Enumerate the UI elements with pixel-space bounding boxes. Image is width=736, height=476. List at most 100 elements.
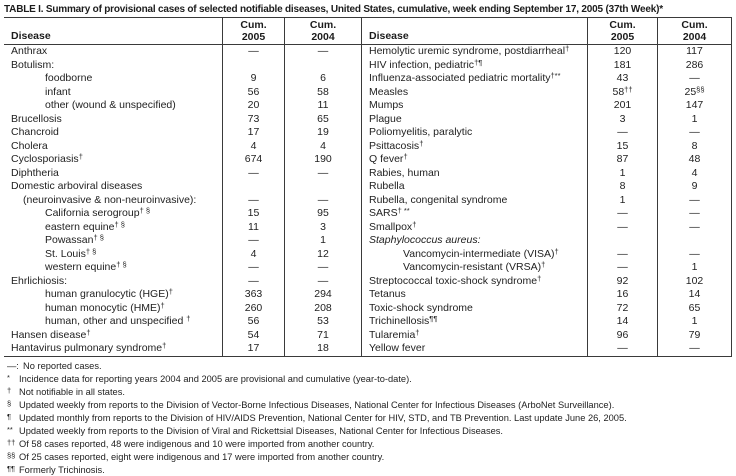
disease-name: Trichinellosis [369, 315, 430, 327]
cum-2005-value: 363 [222, 288, 284, 302]
cum-2005-value: 1 [587, 193, 657, 207]
disease-name: Rubella [369, 180, 405, 192]
cum-2005-value: 17 [222, 342, 284, 356]
cum-2004-value: 4 [284, 139, 361, 153]
disease-name-cell: Plague [361, 112, 587, 126]
cum-2004-value: — [657, 193, 732, 207]
table-row: eastern equine† § 11 3 [4, 220, 361, 234]
cum-2005-value: 58†† [587, 85, 657, 99]
footnote-text: No reported cases. [23, 360, 102, 371]
disease-name: Streptococcal toxic-shock syndrome [369, 274, 538, 287]
disease-name-cell: Chancroid [4, 126, 222, 140]
table-row: human monocytic (HME)† 260 208 [4, 301, 361, 315]
disease-name: Yellow fever [369, 342, 426, 354]
cum-2004-value: 117 [657, 45, 732, 59]
footnote-marker: ** [7, 424, 13, 434]
cum-2004-value: — [284, 193, 361, 207]
cum-2004-value: 4 [657, 166, 732, 180]
table-row: western equine† § — — [4, 261, 361, 275]
cum-2005-value: 3 [587, 112, 657, 126]
disease-name-cell: Tularemia† [361, 328, 587, 342]
disease-name-cell: California serogroup† § [4, 207, 222, 221]
cum-2005-value: 96 [587, 328, 657, 342]
cum-2004-value: 9 [657, 180, 732, 194]
header-cum-2004-left: Cum. 2004 [284, 18, 361, 45]
disease-name: western equine [45, 261, 117, 273]
disease-footnote-marker: † [541, 261, 546, 269]
disease-name: Ehrlichiosis: [11, 274, 68, 287]
disease-name: Rubella, congenital syndrome [369, 193, 508, 206]
disease-footnote-marker: † [403, 153, 408, 161]
disease-name-cell: Powassan† § [4, 234, 222, 248]
disease-name-cell: Cholera [4, 140, 222, 154]
cum-2004-value: 58 [284, 85, 361, 99]
table-row: Domestic arboviral diseases [4, 180, 361, 194]
header-year-2004: 2004 [682, 30, 707, 43]
cum-2005-value: 9 [222, 72, 284, 86]
disease-name: Staphylococcus aureus: [369, 234, 481, 246]
disease-footnote-marker: ¶¶ [429, 315, 438, 323]
cum-2005-value: 674 [222, 153, 284, 167]
footnote-text: Incidence data for reporting years 2004 … [19, 373, 412, 384]
disease-name-cell: Hantavirus pulmonary syndrome† [4, 342, 222, 356]
table-row: Diphtheria — — [4, 166, 361, 180]
cum-2005-value: — [587, 220, 657, 234]
disease-footnote-marker: † § [116, 261, 127, 269]
table-row: Rubella, congenital syndrome 1 — [361, 193, 732, 207]
disease-name: human, other and unspecified [45, 315, 187, 327]
disease-name-cell: other (wound & unspecified) [4, 99, 222, 113]
cum-2005-value: — [587, 342, 657, 356]
disease-name: Powassan [45, 234, 94, 246]
disease-name: Q fever [369, 153, 404, 165]
cum-2004-value: 18 [284, 342, 361, 356]
cum-2005-value: 87 [587, 153, 657, 167]
disease-footnote-marker: † § [85, 247, 97, 256]
header-disease-left: Disease [4, 18, 222, 45]
disease-name-cell: Mumps [361, 99, 587, 113]
disease-footnote-marker: † [554, 247, 559, 256]
cum-2004-value: 1 [284, 234, 361, 248]
footnote-text: Updated weekly from reports to the Divis… [19, 425, 504, 436]
cum-2004-value: 1 [657, 261, 732, 275]
table-row: St. Louis† § 4 12 [4, 247, 361, 261]
disease-name-cell: Rabies, human [361, 166, 587, 180]
disease-name: Botulism: [11, 58, 55, 71]
footnote: * Incidence data for reporting years 2004… [7, 372, 733, 385]
disease-name: Hemolytic uremic syndrome, postdiarrheal [369, 45, 566, 57]
cum-2005-value: 181 [587, 58, 657, 72]
cum-2004-value: — [284, 166, 361, 180]
cum-2004-value: 12 [284, 247, 361, 261]
disease-footnote-marker: † [160, 301, 165, 310]
cum-2005-value [222, 58, 284, 72]
table-row: other (wound & unspecified) 20 11 [4, 99, 361, 113]
footnote-marker: * [7, 372, 10, 382]
header-cum-label: Cum. [309, 19, 337, 31]
footnote-marker: †† [7, 437, 16, 447]
table-body-right: Hemolytic uremic syndrome, postdiarrheal… [361, 45, 732, 356]
table-row: Brucellosis 73 65 [4, 112, 361, 127]
cum-2004-value: — [657, 342, 732, 356]
footnote-marker: ¶¶ [7, 463, 16, 473]
table-row: (neuroinvasive & non-neuroinvasive): — — [4, 193, 361, 207]
disease-name-cell: Vancomycin-resistant (VRSA)† [361, 261, 587, 275]
cum-2004-value: 1 [657, 315, 732, 329]
table-row: Tetanus 16 14 [361, 288, 732, 302]
cum-2004-value: — [284, 274, 361, 288]
header-cum-label: Cum. [240, 19, 267, 31]
table-row: infant 56 58 [4, 85, 361, 99]
cum-2005-value: 56 [222, 85, 284, 99]
table-row: Smallpox† — — [361, 220, 732, 234]
table-row: Cyclosporiasis† 674 190 [4, 153, 361, 167]
disease-footnote-marker: † [162, 342, 167, 350]
disease-name-cell: foodborne [4, 72, 222, 86]
footnote: †† Of 58 cases reported, 48 were indigeno… [7, 437, 733, 450]
disease-name-cell: Brucellosis [4, 113, 222, 127]
table-body-left: Anthrax — — Botulism: foodborne 9 6 infa… [4, 45, 361, 356]
disease-name-cell: Domestic arboviral diseases [4, 180, 222, 194]
table-title: TABLE I. Summary of provisional cases of… [4, 4, 663, 15]
table-row: Trichinellosis¶¶ 14 1 [361, 315, 732, 329]
disease-footnote-marker: † [565, 45, 570, 53]
disease-name: Brucellosis [11, 112, 62, 125]
cum-2005-value: 8 [587, 180, 657, 194]
disease-name: foodborne [45, 72, 93, 84]
